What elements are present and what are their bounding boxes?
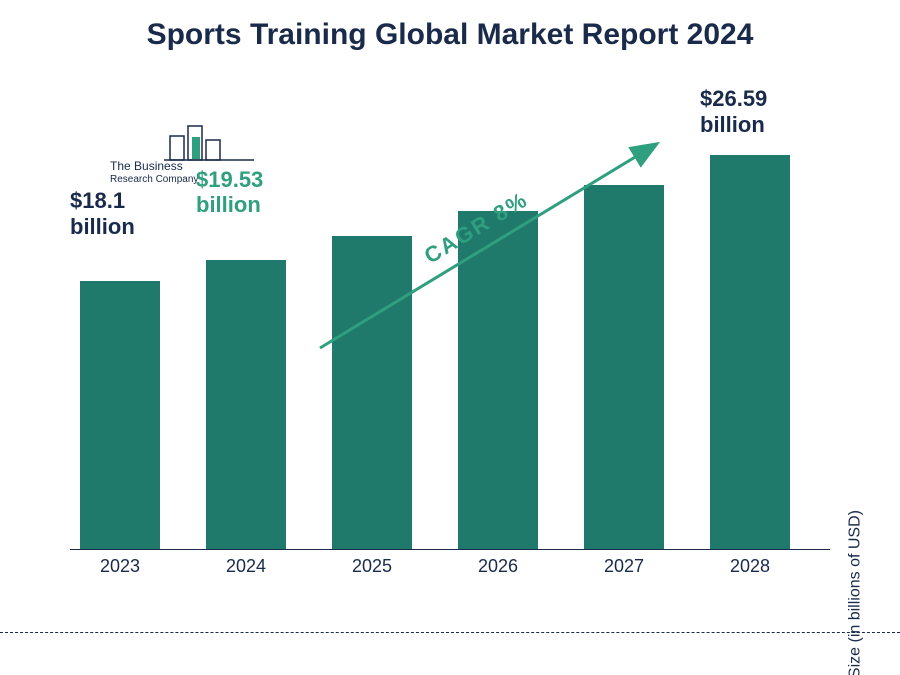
x-axis-tick-label: 2026 [478, 556, 518, 577]
cagr-arrow-line [320, 145, 655, 348]
bar-chart: 202320242025202620272028 CAGR 8% Market … [70, 120, 830, 580]
root: Sports Training Global Market Report 202… [0, 0, 900, 675]
y-axis-label: Market Size (in billions of USD) [846, 510, 864, 675]
x-axis-tick-label: 2023 [100, 556, 140, 577]
bar-value-label: $19.53billion [196, 167, 263, 218]
x-axis-tick-label: 2028 [730, 556, 770, 577]
page-title: Sports Training Global Market Report 202… [0, 18, 900, 52]
bar-value-label: $26.59 billion [700, 86, 830, 137]
footer-dashed-divider [0, 632, 900, 633]
x-axis-tick-label: 2027 [604, 556, 644, 577]
x-axis-tick-label: 2024 [226, 556, 266, 577]
cagr-arrow [70, 120, 830, 550]
bar-value-label: $18.1billion [70, 188, 135, 239]
x-axis-tick-label: 2025 [352, 556, 392, 577]
